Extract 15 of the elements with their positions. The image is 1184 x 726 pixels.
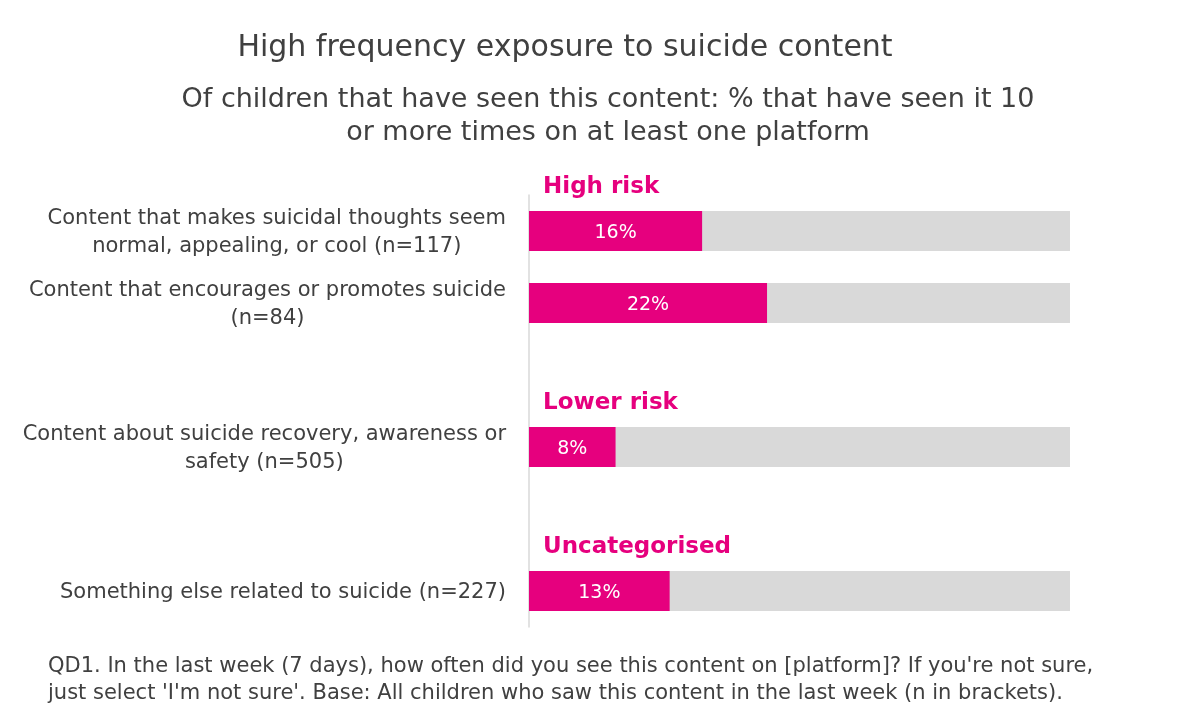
y-tick-label: Content that makes suicidal thoughts seem normal, appealing, or cool (n=117)	[47, 205, 506, 257]
y-tick-label: Content that encourages or promotes suicide (n=84)	[28, 277, 507, 329]
annotation: Lower risk	[543, 387, 679, 414]
data-label: 8%	[557, 436, 588, 458]
text: QD1. In the last week (7 days), how often did you see this content on [platform]? If you're not sure, just select 'I'm not sure'. Base: All children who saw this content in the last week (n in brackets).	[47, 652, 1094, 704]
y-tick-label: Content about suicide recovery, awareness or safety (n=505)	[22, 421, 507, 473]
data-label: 13%	[578, 580, 621, 602]
annotation: Uncategorised	[543, 531, 732, 558]
y-tick-label: Something else related to suicide (n=227)	[59, 579, 506, 603]
annotation: High risk	[543, 171, 660, 198]
data-label: 16%	[594, 220, 637, 242]
chart-subtitle: Of children that have seen this content: % that have seen it 10 or more times on at least one platform	[181, 82, 1035, 146]
chart-title: High frequency exposure to suicide content	[237, 27, 893, 63]
data-label: 22%	[626, 292, 670, 314]
bar	[529, 427, 616, 467]
